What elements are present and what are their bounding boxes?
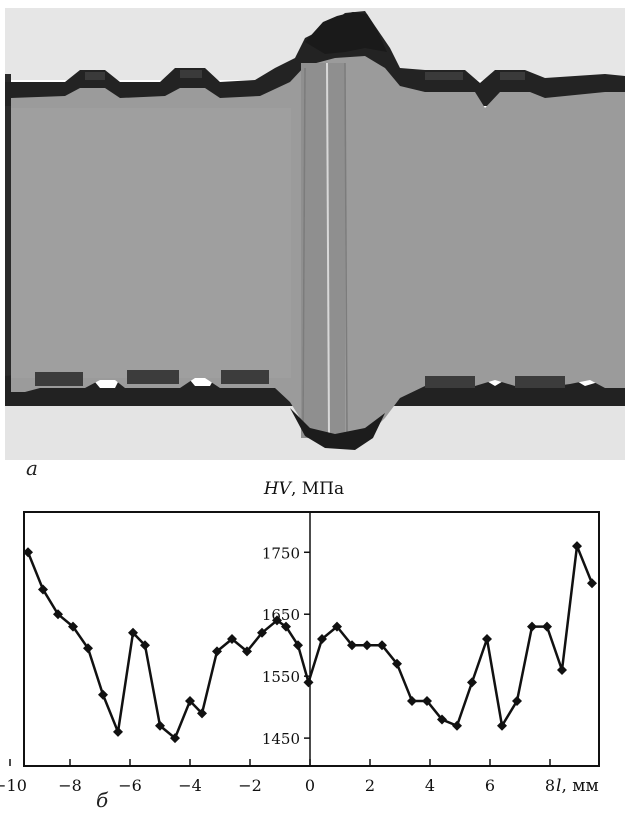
metallographic-cross-section-photo bbox=[5, 8, 625, 460]
data-point bbox=[452, 720, 462, 731]
x-tick-label: −4 bbox=[178, 776, 202, 795]
plot-frame bbox=[23, 511, 600, 767]
data-point bbox=[128, 627, 138, 638]
data-point bbox=[212, 646, 222, 657]
data-point bbox=[392, 658, 402, 669]
data-point bbox=[257, 627, 267, 638]
data-point bbox=[227, 634, 237, 644]
data-point bbox=[407, 695, 417, 706]
data-point bbox=[68, 621, 78, 632]
data-point bbox=[587, 578, 597, 589]
data-point bbox=[347, 640, 357, 651]
data-point bbox=[572, 541, 582, 552]
data-point bbox=[422, 695, 432, 706]
x-ticks: −10 −8 −6 −4 −2 0 2 4 6 8 bbox=[0, 759, 555, 795]
data-point bbox=[155, 720, 165, 731]
y-tick-label: 1450 bbox=[262, 730, 300, 748]
panel-label-a: а bbox=[26, 456, 38, 480]
data-point bbox=[527, 621, 537, 632]
data-point bbox=[53, 609, 63, 620]
data-point bbox=[170, 733, 180, 744]
x-tick-label: 8 bbox=[545, 776, 555, 795]
data-point bbox=[23, 547, 33, 558]
x-tick-label: 0 bbox=[305, 776, 315, 795]
data-point bbox=[272, 615, 282, 626]
data-point bbox=[467, 677, 477, 688]
x-tick-label: −8 bbox=[58, 776, 82, 795]
hardness-profile-chart: HV, МПа −10 −8 −6 −4 −2 0 2 4 6 8 1450 1550 1650 175… bbox=[0, 479, 600, 796]
y-axis-title: HV, МПа bbox=[263, 479, 344, 499]
y-tick-label: 1650 bbox=[262, 606, 300, 624]
x-tick-label: −6 bbox=[118, 776, 142, 795]
data-point bbox=[512, 695, 522, 706]
x-axis-title: l, мм bbox=[556, 776, 599, 796]
y-tick-label: 1550 bbox=[262, 668, 300, 686]
data-point bbox=[113, 726, 123, 737]
y-tick-label: 1750 bbox=[262, 544, 300, 562]
data-point bbox=[293, 640, 303, 651]
x-tick-label: 2 bbox=[365, 776, 375, 795]
y-ticks: 1450 1550 1650 1750 bbox=[262, 544, 310, 748]
series-line bbox=[26, 544, 594, 740]
panel-label-b: б bbox=[96, 788, 109, 812]
data-point bbox=[362, 640, 372, 651]
data-point bbox=[332, 621, 342, 632]
data-point bbox=[242, 646, 252, 657]
data-point bbox=[377, 640, 387, 651]
x-tick-label: −2 bbox=[238, 776, 262, 795]
data-point bbox=[140, 640, 150, 651]
data-point bbox=[317, 634, 327, 644]
data-point bbox=[557, 664, 567, 675]
data-point bbox=[303, 677, 314, 688]
data-point bbox=[281, 621, 291, 632]
data-point bbox=[542, 621, 552, 632]
series-layer bbox=[23, 541, 597, 744]
data-point bbox=[482, 634, 492, 644]
data-point bbox=[185, 695, 195, 706]
x-tick-label: −10 bbox=[0, 776, 27, 795]
data-point bbox=[83, 643, 93, 654]
data-point bbox=[98, 689, 108, 700]
data-point bbox=[197, 708, 207, 719]
x-tick-label: 6 bbox=[485, 776, 495, 795]
data-point bbox=[497, 720, 507, 731]
x-tick-label: 4 bbox=[425, 776, 435, 795]
data-point bbox=[437, 714, 447, 725]
data-point bbox=[38, 584, 48, 595]
